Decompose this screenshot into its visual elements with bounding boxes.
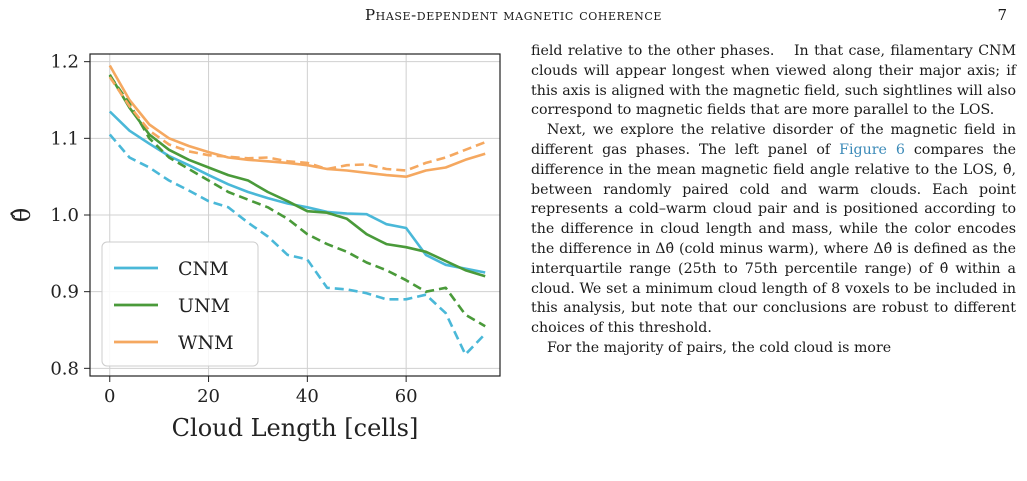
paragraph-3: For the majority of pairs, the cold clou… <box>547 339 892 356</box>
figure-6-link[interactable]: Figure 6 <box>839 141 905 158</box>
x-tick-label-0: 0 <box>104 386 115 407</box>
page-number: 7 <box>997 6 1007 24</box>
legend-label-cnm: CNM <box>178 258 229 280</box>
y-tick-label-2: 1.0 <box>50 205 79 226</box>
paragraph-2-text-a: Next, we explore the relative disorder o… <box>531 122 1016 158</box>
figure-panel: 0 20 40 60 0.8 0.9 1.0 1.1 1.2 CNM UNM WNM Cloud L… <box>0 40 505 481</box>
series-line-dashed-3 <box>108 133 487 356</box>
running-head: Phase-dependent magnetic coherence 7 <box>0 0 1027 30</box>
y-tick-label-3: 1.1 <box>50 128 79 149</box>
legend-box <box>101 241 259 367</box>
y-axis-label: θ̂ <box>8 208 36 222</box>
x-axis-label: Cloud Length [cells] <box>172 414 419 442</box>
legend-label-wnm: WNM <box>178 332 234 354</box>
body-text-column: field relative to the other phases. In t… <box>531 42 1016 359</box>
x-tick-label-3: 60 <box>395 386 418 407</box>
y-tick-label-1: 0.9 <box>50 282 79 303</box>
axis-layer: 0 20 40 60 0.8 0.9 1.0 1.1 1.2 <box>50 52 501 407</box>
series-line-dashed-4 <box>108 74 486 328</box>
running-title: Phase-dependent magnetic coherence <box>364 6 663 24</box>
series-layer <box>108 64 487 356</box>
y-tick-label-0: 0.8 <box>50 358 79 379</box>
x-tick-label-2: 40 <box>296 386 319 407</box>
paragraph-2-text-b: compares the difference in the mean magn… <box>531 141 1016 337</box>
paragraph-2: Next, we explore the relative disorder o… <box>531 121 1016 339</box>
paragraph-1: field relative to the other phases. In t… <box>531 43 1016 119</box>
x-tick-label-1: 20 <box>197 386 220 407</box>
line-chart: 0 20 40 60 0.8 0.9 1.0 1.1 1.2 CNM UNM WNM Cloud L… <box>8 52 501 442</box>
legend-label-unm: UNM <box>178 295 230 317</box>
y-tick-label-4: 1.2 <box>50 52 79 73</box>
series-line-unm <box>108 74 486 278</box>
series-line-wnm <box>108 64 486 178</box>
legend: CNM UNM WNM <box>101 241 259 367</box>
